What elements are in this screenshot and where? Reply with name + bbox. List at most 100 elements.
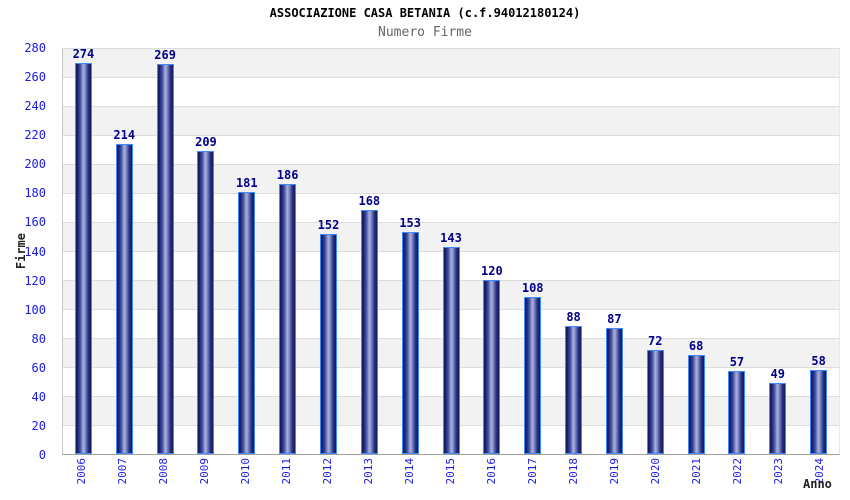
- bar-2009: [197, 150, 215, 454]
- bar-2023: [769, 382, 787, 454]
- x-tick-slot: 2022: [717, 458, 758, 498]
- chart-subtitle: Numero Firme: [378, 25, 472, 40]
- gridline: [63, 135, 839, 136]
- bar-2022: [728, 371, 746, 454]
- bar-value-label: 120: [481, 264, 503, 278]
- x-tick-slot: 2018: [553, 458, 594, 498]
- bar-slot-2012: 152: [308, 48, 349, 454]
- gridline: [63, 222, 839, 224]
- bar-value-label: 108: [521, 281, 544, 296]
- y-tick-label: 120: [24, 273, 46, 288]
- bar-2007: [115, 143, 133, 454]
- x-tick-slot: 2016: [472, 458, 513, 498]
- bar-value-label: 186: [276, 168, 299, 183]
- x-tick-label: 2019: [607, 458, 621, 485]
- bar-2016: [483, 280, 501, 454]
- bar-slot-2016: 120: [471, 48, 512, 454]
- y-tick-label: 60: [31, 360, 46, 375]
- x-tick-slot: 2007: [103, 458, 144, 498]
- bar-slot-2010: 181: [226, 48, 267, 454]
- x-tick-slot: 2011: [267, 458, 308, 498]
- gridline: [63, 193, 839, 194]
- x-tick-label: 2016: [484, 458, 498, 485]
- y-tick-label: 160: [24, 215, 46, 230]
- bar-2018: [565, 326, 583, 454]
- y-tick-label: 0: [38, 448, 46, 462]
- bar-value-label: 143: [440, 230, 462, 245]
- x-tick-label: 2018: [566, 458, 580, 485]
- bar-2008: [156, 63, 174, 454]
- bar-value-label: 209: [195, 134, 217, 149]
- y-tick-label: 260: [24, 70, 46, 85]
- bar-slot-2024: 58: [798, 48, 839, 454]
- x-tick-label: 2009: [198, 458, 212, 485]
- bar-value-label: 58: [811, 353, 826, 368]
- x-axis-ticks: 2006 2007 2008 2009 2010 2011 2012 2013 2014 2015…: [62, 458, 840, 498]
- x-tick-label: 2006: [75, 458, 89, 485]
- y-tick-label: 20: [31, 418, 46, 433]
- y-tick-label: 80: [31, 331, 46, 346]
- x-tick-slot: 2014: [390, 458, 431, 498]
- y-tick-label: 200: [24, 157, 46, 172]
- x-tick-label: 2017: [525, 458, 539, 485]
- y-tick-label: 40: [31, 389, 46, 404]
- bar-value-label: 274: [72, 47, 95, 61]
- x-tick-label: 2013: [362, 458, 376, 485]
- bar-slot-2013: 168: [349, 48, 390, 454]
- bar-slot-2014: 153: [390, 48, 431, 454]
- x-tick-slot: 2015: [431, 458, 472, 498]
- x-tick-label: 2011: [280, 458, 294, 485]
- bar-value-label: 269: [154, 47, 176, 62]
- bar-value-label: 88: [566, 310, 581, 325]
- bar-value-label: 57: [729, 355, 745, 370]
- bar-slot-2009: 209: [186, 48, 227, 454]
- bar-slot-2021: 68: [676, 48, 717, 454]
- bar-slot-2022: 57: [717, 48, 758, 454]
- bar-value-label: 153: [399, 216, 422, 231]
- x-tick-label: 2022: [730, 458, 744, 485]
- x-tick-label: 2010: [239, 458, 253, 485]
- bar-2014: [401, 232, 419, 454]
- bar-2013: [360, 210, 378, 454]
- y-tick-label: 220: [24, 128, 46, 143]
- x-tick-slot: 2023: [758, 458, 799, 498]
- y-tick-label: 100: [24, 302, 46, 317]
- bar-value-label: 87: [607, 311, 622, 326]
- bar-slot-2011: 186: [267, 48, 308, 454]
- x-tick-label: 2015: [444, 458, 457, 485]
- bar-2015: [442, 246, 460, 454]
- x-tick-slot: 2006: [62, 458, 103, 498]
- y-tick-label: 140: [24, 244, 46, 259]
- bar-2006: [74, 63, 92, 454]
- y-tick-label: 280: [24, 41, 46, 55]
- bar-2021: [687, 355, 705, 454]
- bar-2019: [605, 327, 623, 454]
- bar-value-label: 49: [770, 366, 785, 381]
- x-tick-slot: 2012: [308, 458, 349, 498]
- bar-slot-2007: 214: [104, 48, 145, 454]
- chart-title: ASSOCIAZIONE CASA BETANIA (c.f.940121801…: [269, 6, 581, 20]
- x-tick-label: 2008: [157, 458, 171, 485]
- y-tick-label: 240: [24, 99, 46, 114]
- bar-2010: [238, 191, 256, 454]
- x-tick-slot: 2010: [226, 458, 267, 498]
- x-tick-label: 2007: [116, 458, 130, 485]
- plot-area: 274 214 269 209 181 186 152 168 153 143 120 108 88 87…: [62, 48, 840, 455]
- bar-slot-2020: 72: [635, 48, 676, 454]
- bar-2024: [810, 369, 828, 454]
- x-tick-slot: 2013: [349, 458, 390, 498]
- x-tick-slot: 2017: [512, 458, 553, 498]
- x-tick-label: 2012: [321, 458, 335, 485]
- bar-value-label: 152: [317, 217, 340, 232]
- bar-2012: [319, 233, 337, 454]
- bar-value-label: 68: [688, 339, 704, 354]
- y-axis-ticks: 0 20 40 60 80 100 120 140 160 180 200 220 240 260 280: [0, 42, 54, 461]
- x-tick-label: 2014: [403, 458, 417, 485]
- x-tick-slot: 2008: [144, 458, 185, 498]
- bar-slot-2018: 88: [553, 48, 594, 454]
- x-axis-title: Anno: [803, 477, 832, 491]
- bar-2011: [279, 184, 297, 454]
- x-tick-slot: 2009: [185, 458, 226, 498]
- gridline: [63, 164, 839, 165]
- bar-slot-2008: 269: [145, 48, 186, 454]
